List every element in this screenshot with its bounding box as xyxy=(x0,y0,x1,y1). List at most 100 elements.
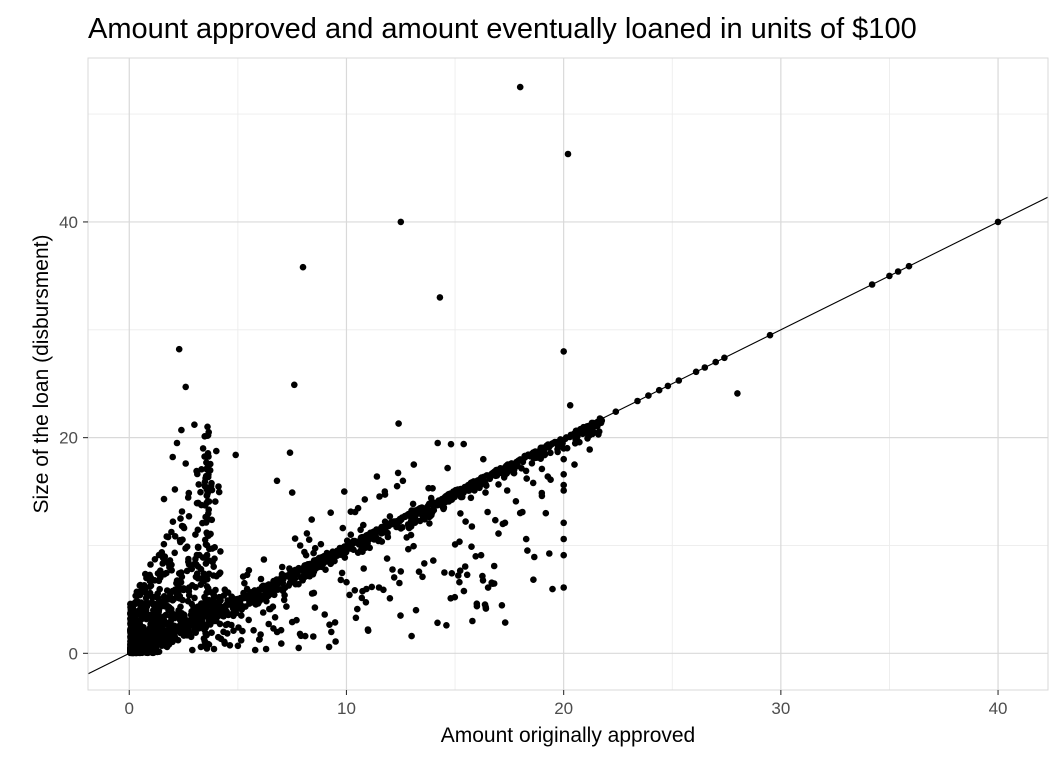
data-point xyxy=(296,630,304,638)
data-point xyxy=(354,549,362,556)
data-point xyxy=(139,630,147,638)
data-point xyxy=(288,489,296,496)
data-point xyxy=(701,364,709,371)
data-point xyxy=(291,535,299,542)
data-point xyxy=(351,587,359,594)
data-point xyxy=(164,533,172,541)
data-point xyxy=(155,641,162,648)
data-point xyxy=(538,444,545,452)
data-point xyxy=(310,633,317,640)
data-point xyxy=(299,263,307,271)
gridlines-minor xyxy=(88,58,1048,690)
data-point xyxy=(388,520,396,528)
data-point xyxy=(343,537,351,544)
data-point xyxy=(147,561,154,568)
data-point xyxy=(132,592,139,600)
data-point xyxy=(286,565,293,572)
data-point xyxy=(352,614,360,622)
data-point xyxy=(133,649,140,657)
data-point xyxy=(229,596,237,604)
data-point xyxy=(434,439,442,447)
data-point xyxy=(529,479,537,487)
data-point xyxy=(159,554,167,562)
data-point xyxy=(210,593,218,600)
data-point xyxy=(560,471,567,478)
data-layer xyxy=(88,83,1048,675)
data-point xyxy=(531,553,538,561)
data-point xyxy=(217,594,224,601)
data-point xyxy=(343,578,350,586)
data-point xyxy=(530,576,537,583)
data-point xyxy=(560,535,567,543)
data-point xyxy=(412,606,420,614)
data-point xyxy=(277,626,285,634)
data-point xyxy=(396,579,403,587)
data-point xyxy=(645,392,652,399)
data-point xyxy=(404,521,412,528)
data-point xyxy=(168,614,176,621)
data-point xyxy=(480,455,487,463)
data-point xyxy=(246,600,253,607)
data-point xyxy=(503,487,511,494)
data-point xyxy=(169,597,176,604)
data-point xyxy=(409,500,417,508)
data-point xyxy=(596,415,604,422)
data-point xyxy=(146,615,153,622)
data-point xyxy=(202,541,210,548)
data-point xyxy=(381,518,389,525)
data-point xyxy=(169,453,176,461)
x-tick-label: 10 xyxy=(337,699,356,718)
data-point xyxy=(308,516,316,523)
data-point xyxy=(185,513,193,520)
data-point xyxy=(211,544,218,551)
data-point xyxy=(151,556,159,563)
data-point xyxy=(273,576,281,583)
data-point xyxy=(459,486,467,494)
data-point xyxy=(140,609,148,617)
data-point xyxy=(368,583,376,591)
data-point xyxy=(182,460,189,467)
data-point xyxy=(255,636,263,643)
data-point xyxy=(204,423,211,431)
data-point xyxy=(363,585,370,593)
data-point xyxy=(132,634,140,641)
data-point xyxy=(265,620,273,628)
data-point xyxy=(492,516,499,524)
data-point xyxy=(436,294,444,301)
points-layer xyxy=(127,83,1002,657)
data-point xyxy=(457,493,465,501)
data-point xyxy=(332,638,339,645)
data-point xyxy=(443,622,450,629)
data-point xyxy=(154,594,162,602)
data-point xyxy=(168,567,175,574)
data-point xyxy=(303,530,311,537)
data-point xyxy=(516,83,524,91)
data-point xyxy=(574,433,581,440)
data-point xyxy=(263,597,270,605)
data-point xyxy=(222,621,230,629)
data-point xyxy=(549,585,556,593)
data-point xyxy=(166,604,173,611)
data-point xyxy=(171,533,179,540)
data-point xyxy=(180,632,188,639)
x-axis-title: Amount originally approved xyxy=(440,724,696,747)
data-point xyxy=(207,482,215,490)
data-point xyxy=(558,438,566,446)
data-point xyxy=(170,630,178,638)
x-tick-label: 0 xyxy=(125,699,134,718)
data-point xyxy=(281,591,288,599)
data-point xyxy=(405,545,412,553)
data-point xyxy=(410,542,417,550)
data-point xyxy=(198,466,205,473)
data-point xyxy=(283,603,290,610)
data-point xyxy=(357,526,364,534)
data-point xyxy=(273,477,281,485)
data-point xyxy=(219,606,226,613)
data-point xyxy=(522,535,530,543)
data-point xyxy=(463,571,471,579)
data-point xyxy=(200,577,208,585)
panel-background xyxy=(88,58,1048,690)
data-point xyxy=(204,601,212,608)
data-point xyxy=(127,606,135,613)
data-point xyxy=(386,513,394,520)
